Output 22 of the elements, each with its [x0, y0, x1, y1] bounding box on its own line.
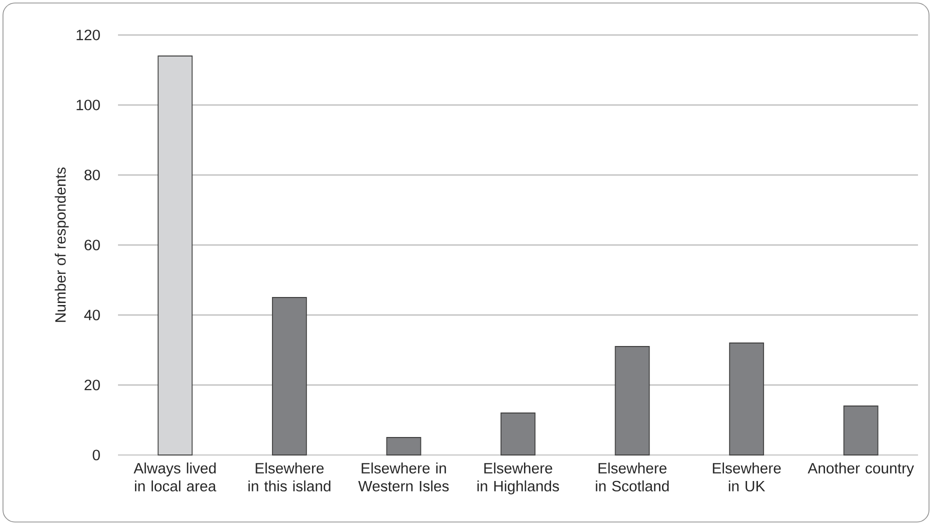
bar	[614, 346, 650, 456]
bar	[843, 406, 878, 456]
y-tick-label: 60	[84, 240, 100, 250]
bar	[158, 56, 193, 456]
x-tick-label: Another country	[808, 462, 914, 476]
y-tick-label: 0	[92, 450, 100, 460]
y-tick-label: 80	[84, 170, 100, 180]
x-tick-label: Elsewhere in Western Isles	[358, 462, 449, 492]
y-tick-label: 40	[84, 310, 100, 320]
bar	[272, 297, 307, 456]
bar	[729, 342, 764, 456]
x-tick-label: Always lived in local area	[134, 462, 216, 492]
y-tick-label: 100	[76, 100, 100, 110]
x-tick-label: Elsewhere in Highlands	[477, 462, 559, 494]
y-tick-label: 120	[76, 30, 100, 40]
y-tick-label: 20	[84, 380, 100, 390]
bar	[500, 412, 536, 456]
x-tick-label: Elsewhere in Scotland	[596, 462, 669, 492]
x-tick-label: Elsewhere in this island	[248, 462, 330, 492]
x-tick-label: Elsewhere in UK	[712, 462, 781, 492]
bar	[386, 437, 422, 456]
y-axis-title: Number of respondents	[54, 167, 69, 322]
